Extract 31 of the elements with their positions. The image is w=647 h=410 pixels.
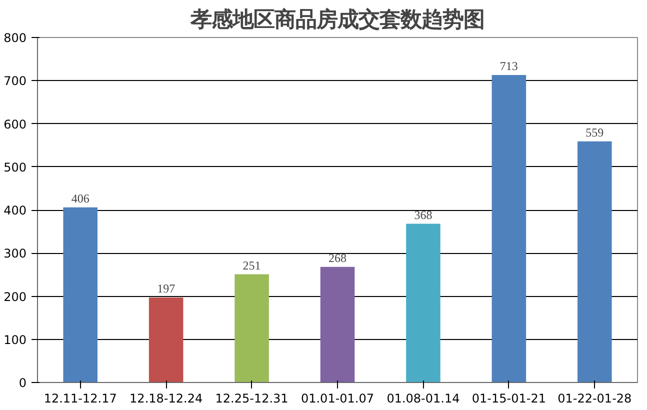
bar bbox=[234, 274, 269, 382]
x-tick-label: 12.11-12.17 bbox=[44, 392, 117, 406]
data-label: 268 bbox=[328, 250, 346, 265]
x-tick-label: 12.18-12.24 bbox=[130, 392, 203, 406]
bar bbox=[406, 224, 440, 382]
data-label: 197 bbox=[157, 282, 176, 296]
data-label: 559 bbox=[586, 125, 604, 140]
data-label: 713 bbox=[500, 59, 518, 74]
x-tick-label: 01.08-01.14 bbox=[386, 392, 460, 406]
y-tick-label: 600 bbox=[4, 117, 26, 132]
x-tick-label: 01.01-01.07 bbox=[300, 392, 374, 406]
y-tick-label: 400 bbox=[4, 204, 26, 218]
bar bbox=[320, 266, 355, 382]
y-tick-label: 800 bbox=[4, 31, 26, 45]
x-tick-label: 12.25-12.31 bbox=[215, 392, 288, 406]
y-tick-label: 0 bbox=[18, 376, 27, 390]
y-tick-label: 500 bbox=[4, 160, 26, 174]
bar bbox=[63, 207, 98, 382]
x-tick-label: 01-22-01-28 bbox=[558, 392, 632, 406]
bar bbox=[148, 298, 184, 382]
x-tick-label: 01-15-01-21 bbox=[472, 392, 546, 406]
data-label: 251 bbox=[242, 258, 261, 272]
chart-title: 孝感地区商品房成交套数趋势图 bbox=[190, 8, 484, 32]
y-tick-label: 700 bbox=[4, 74, 26, 88]
y-tick-label: 300 bbox=[4, 246, 26, 261]
data-label: 406 bbox=[71, 191, 90, 206]
y-tick-label: 200 bbox=[4, 290, 26, 304]
y-tick-label: 100 bbox=[4, 332, 26, 347]
bar bbox=[578, 141, 612, 382]
bar bbox=[492, 75, 526, 382]
data-label: 368 bbox=[414, 208, 432, 222]
